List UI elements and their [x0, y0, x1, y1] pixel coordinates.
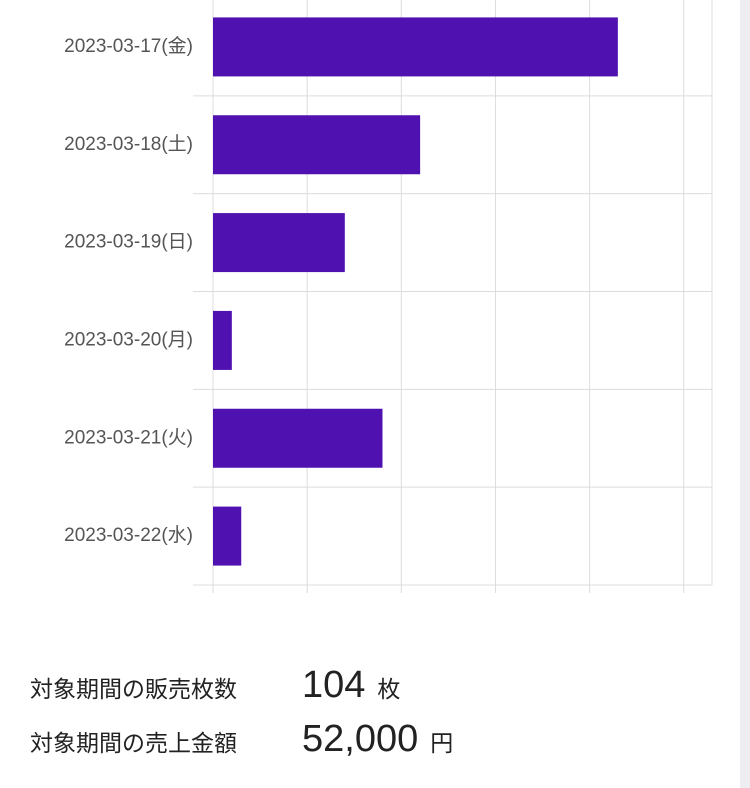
bar: [213, 310, 232, 370]
y-tick-label: 2023-03-21(火): [64, 427, 193, 448]
summary-row: 対象期間の売上金額 52,000 円: [30, 718, 453, 761]
summary-label: 対象期間の売上金額: [30, 731, 237, 757]
chart: 2023-03-17(金) 2023-03-18(土) 2023-03-19(日) 2…: [64, 0, 713, 593]
bar: [213, 506, 242, 566]
y-tick-label: 2023-03-20(月): [64, 329, 193, 350]
page-edge: [740, 0, 750, 788]
bar: [213, 213, 345, 273]
y-tick-label: 2023-03-17(金): [64, 35, 193, 57]
y-tick-label: 2023-03-18(土): [64, 133, 193, 155]
bar: [213, 408, 383, 468]
y-tick-label: 2023-03-22(水): [64, 524, 193, 546]
summary-row: 対象期間の販売枚数 104 枚: [30, 664, 400, 707]
y-tick-label: 2023-03-19(日): [64, 232, 193, 253]
summary-label: 対象期間の販売枚数: [30, 677, 237, 703]
summary-unit: 枚: [377, 677, 401, 703]
summary-value: 52,000: [302, 718, 419, 760]
summary-value: 104: [302, 664, 366, 706]
bar: [213, 17, 618, 77]
summary-unit: 円: [430, 731, 454, 757]
bar: [213, 115, 421, 175]
